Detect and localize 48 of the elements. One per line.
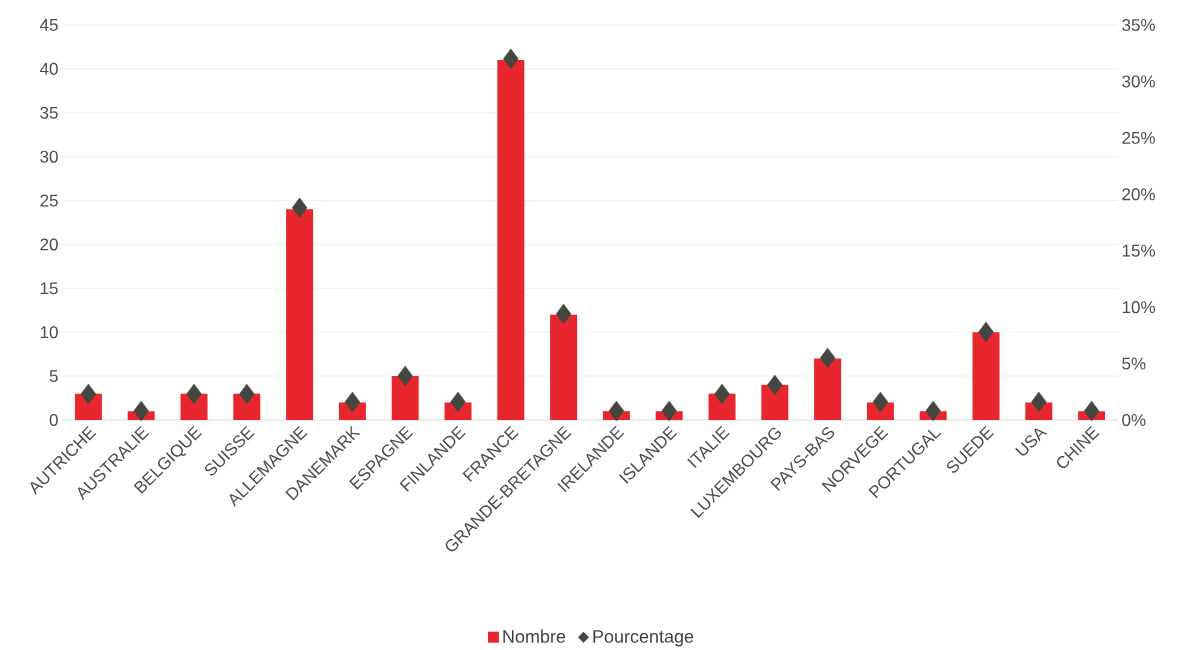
point	[978, 321, 994, 343]
point	[186, 383, 202, 405]
y2-tick-label: 20%	[1122, 188, 1155, 201]
bar	[286, 209, 314, 420]
y2-tick-label: 15%	[1122, 244, 1155, 257]
x-tick-label: USA	[1015, 428, 1048, 456]
y2-tick-label: 35%	[1122, 18, 1155, 32]
y-tick-label: 5	[49, 370, 58, 383]
point	[767, 374, 783, 396]
legend-label: Pourcentage	[593, 630, 694, 647]
point	[239, 383, 255, 405]
y2-tick-label: 5%	[1122, 357, 1146, 370]
point	[714, 383, 730, 405]
y2-tick-label: 30%	[1122, 75, 1155, 88]
point	[397, 365, 413, 387]
point	[925, 400, 941, 422]
bar	[391, 376, 419, 420]
y-tick-label: 40	[39, 62, 58, 75]
y2-tick-label: 25%	[1122, 131, 1155, 144]
y-tick-label: 0	[49, 413, 58, 427]
y-tick-label: 10	[40, 326, 58, 339]
y-tick-label: 25	[40, 194, 58, 207]
bar	[814, 358, 842, 420]
point	[80, 383, 97, 405]
point	[1083, 400, 1100, 422]
point	[1031, 391, 1047, 413]
point	[661, 400, 677, 422]
bar	[972, 332, 1000, 420]
point	[503, 48, 519, 70]
y2-tick-label: 0%	[1122, 413, 1146, 427]
y-tick-label: 35	[40, 106, 58, 119]
bar	[761, 384, 789, 420]
point	[819, 347, 836, 369]
point	[344, 391, 361, 413]
point	[555, 303, 572, 325]
y-tick-label: 45	[39, 19, 58, 31]
point	[872, 391, 889, 413]
y-tick-label: 30	[40, 150, 58, 163]
legend-label: Nombre	[503, 629, 566, 643]
point	[133, 400, 149, 422]
bar	[497, 60, 525, 420]
bar	[550, 314, 578, 420]
y-tick-label: 15	[40, 282, 58, 295]
point	[450, 391, 466, 413]
y-tick-label: 20	[40, 238, 58, 251]
y2-tick-label: 10%	[1122, 301, 1155, 314]
point	[291, 197, 308, 219]
point	[608, 400, 625, 422]
